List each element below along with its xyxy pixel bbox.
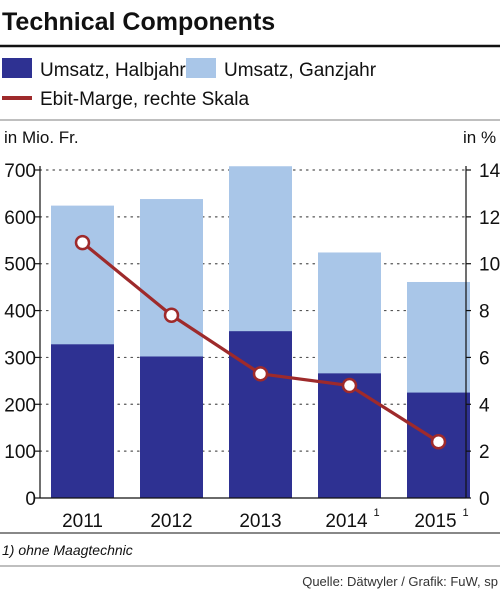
category-label-2014: 2014 [325, 511, 368, 532]
chart-title: Technical Components [2, 8, 275, 36]
ebit-line-series [74, 234, 447, 450]
category-label-2011: 2011 [62, 511, 103, 532]
bars [51, 166, 470, 498]
right-tick-label: 8 [479, 302, 490, 323]
legend-swatch-halbjahr [2, 58, 32, 78]
right-tick-label: 10 [479, 255, 500, 276]
left-tick-label: 400 [4, 302, 36, 323]
right-axis-ticks: 0 2 4 6 8 10 12 14 [466, 161, 500, 510]
bar-halbjahr-2012 [140, 356, 203, 498]
left-tick-label: 700 [4, 161, 36, 182]
category-label-2012: 2012 [150, 511, 192, 532]
right-tick-label: 4 [479, 395, 490, 416]
x-axis-categories: 2011 2012 2013 2014 1 2015 1 [62, 507, 469, 532]
ebit-point-2011 [74, 234, 91, 251]
left-tick-label: 600 [4, 208, 36, 229]
left-tick-label: 100 [4, 442, 36, 463]
right-tick-label: 0 [479, 489, 490, 510]
legend-label-ebit: Ebit-Marge, rechte Skala [40, 89, 250, 110]
category-footnote-mark: 1 [374, 507, 380, 519]
ebit-point-2014 [341, 377, 358, 394]
bar-halbjahr-2011 [51, 344, 114, 498]
ebit-point-2013 [252, 366, 269, 382]
legend-label-halbjahr: Umsatz, Halbjahr [40, 60, 186, 81]
left-axis-label: in Mio. Fr. [4, 128, 79, 147]
legend-swatch-ganzjahr [186, 58, 216, 78]
ebit-point-2015 [430, 434, 447, 450]
category-label-2015: 2015 [414, 511, 456, 532]
legend: Umsatz, Halbjahr Umsatz, Ganzjahr Ebit-M… [2, 58, 377, 110]
category-footnote-mark: 1 [463, 507, 469, 519]
bar-halbjahr-2013 [229, 331, 292, 498]
right-tick-label: 6 [479, 348, 490, 369]
left-tick-label: 500 [4, 255, 36, 276]
left-tick-label: 0 [25, 489, 36, 510]
legend-label-ganzjahr: Umsatz, Ganzjahr [224, 60, 377, 81]
category-label-2013: 2013 [239, 511, 281, 532]
left-axis-ticks: 0 100 200 300 400 500 600 700 [4, 161, 40, 510]
left-tick-label: 300 [4, 348, 36, 369]
right-tick-label: 12 [479, 208, 500, 229]
right-axis-label: in % [463, 128, 496, 147]
left-tick-label: 200 [4, 395, 36, 416]
bar-halbjahr-2014 [318, 373, 381, 498]
ebit-point-2012 [163, 307, 180, 324]
right-tick-label: 14 [479, 161, 500, 182]
right-tick-label: 2 [479, 442, 490, 463]
source: Quelle: Dätwyler / Grafik: FuW, sp [302, 574, 498, 589]
footnote: 1) ohne Maagtechnic [2, 542, 133, 558]
